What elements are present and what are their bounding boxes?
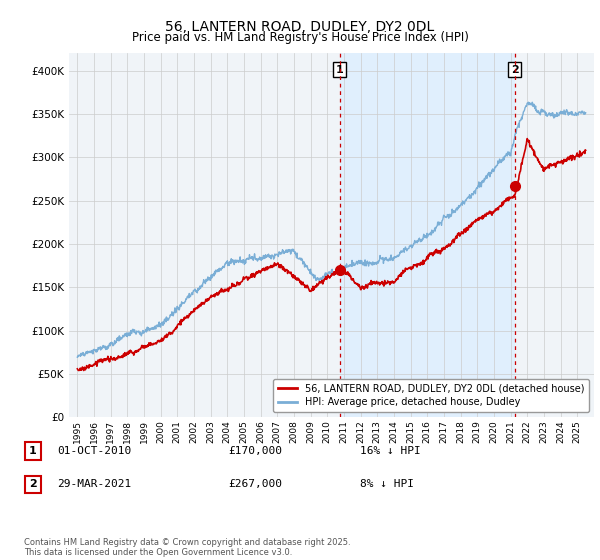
Text: 8% ↓ HPI: 8% ↓ HPI (360, 479, 414, 489)
Text: 01-OCT-2010: 01-OCT-2010 (57, 446, 131, 456)
Bar (340, 53, 515, 417)
Text: £170,000: £170,000 (228, 446, 282, 456)
Text: 1: 1 (29, 446, 37, 456)
Legend: 56, LANTERN ROAD, DUDLEY, DY2 0DL (detached house), HPI: Average price, detached: 56, LANTERN ROAD, DUDLEY, DY2 0DL (detac… (272, 379, 589, 412)
Text: 16% ↓ HPI: 16% ↓ HPI (360, 446, 421, 456)
Text: 2: 2 (29, 479, 37, 489)
Text: 2: 2 (511, 64, 519, 74)
Text: 1: 1 (336, 64, 344, 74)
Text: 29-MAR-2021: 29-MAR-2021 (57, 479, 131, 489)
Text: £267,000: £267,000 (228, 479, 282, 489)
Text: Price paid vs. HM Land Registry's House Price Index (HPI): Price paid vs. HM Land Registry's House … (131, 31, 469, 44)
Text: 56, LANTERN ROAD, DUDLEY, DY2 0DL: 56, LANTERN ROAD, DUDLEY, DY2 0DL (166, 20, 434, 34)
Text: Contains HM Land Registry data © Crown copyright and database right 2025.
This d: Contains HM Land Registry data © Crown c… (24, 538, 350, 557)
